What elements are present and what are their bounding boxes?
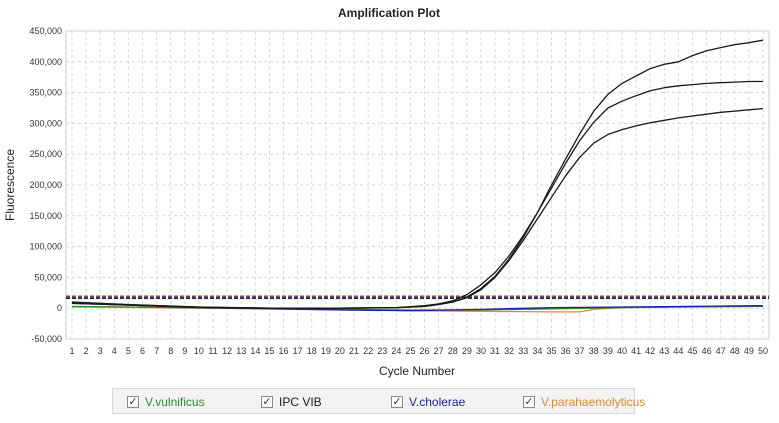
y-tick-label: 450,000 xyxy=(29,26,62,36)
x-tick-label: 16 xyxy=(279,346,289,356)
chart-title: Amplification Plot xyxy=(338,6,440,20)
legend-label: IPC VIB xyxy=(279,395,322,409)
x-tick-label: 4 xyxy=(112,346,117,356)
x-tick-label: 7 xyxy=(154,346,159,356)
threshold-lines xyxy=(66,295,769,299)
y-tick-label: 250,000 xyxy=(29,149,62,159)
check-icon: ✓ xyxy=(392,395,402,408)
y-tick-label: 200,000 xyxy=(29,180,62,190)
x-tick-label: 48 xyxy=(730,346,740,356)
y-tick-label: 0 xyxy=(57,303,62,313)
x-tick-label: 42 xyxy=(645,346,655,356)
x-tick-label: 24 xyxy=(391,346,401,356)
checkbox-v-parahaemolyticus[interactable]: ✓ xyxy=(523,396,535,408)
axis-labels: -50,000 0 50,000 100,000 150,000 200,000 250,0… xyxy=(29,26,768,356)
x-tick-label: 20 xyxy=(335,346,345,356)
x-tick-label: 50 xyxy=(758,346,768,356)
legend-item-v-vulnificus[interactable]: ✓ V.vulnificus xyxy=(127,393,205,411)
x-tick-label: 13 xyxy=(236,346,246,356)
x-tick-label: 10 xyxy=(194,346,204,356)
y-tick-label: 350,000 xyxy=(29,88,62,98)
x-tick-label: 35 xyxy=(546,346,556,356)
x-tick-label: 17 xyxy=(293,346,303,356)
x-tick-label: 36 xyxy=(561,346,571,356)
x-tick-label: 28 xyxy=(448,346,458,356)
x-tick-label: 29 xyxy=(462,346,472,356)
x-tick-label: 47 xyxy=(716,346,726,356)
series-layer xyxy=(71,39,764,313)
x-tick-label: 45 xyxy=(687,346,697,356)
y-tick-label: 300,000 xyxy=(29,118,62,128)
x-tick-label: 40 xyxy=(617,346,627,356)
x-tick-label: 3 xyxy=(98,346,103,356)
check-icon: ✓ xyxy=(128,395,138,408)
legend-item-v-cholerae[interactable]: ✓ V.cholerae xyxy=(391,393,465,411)
x-tick-label: 18 xyxy=(307,346,317,356)
y-tick-label: -50,000 xyxy=(31,334,62,344)
x-tick-label: 15 xyxy=(264,346,274,356)
checkbox-v-cholerae[interactable]: ✓ xyxy=(391,396,403,408)
x-tick-label: 26 xyxy=(420,346,430,356)
x-tick-label: 44 xyxy=(673,346,683,356)
x-tick-label: 39 xyxy=(603,346,613,356)
x-tick-label: 6 xyxy=(140,346,145,356)
x-tick-label: 43 xyxy=(659,346,669,356)
x-tick-label: 19 xyxy=(321,346,331,356)
plot-area xyxy=(65,30,770,340)
x-tick-label: 37 xyxy=(575,346,585,356)
x-tick-label: 2 xyxy=(84,346,89,356)
y-tick-label: 100,000 xyxy=(29,242,62,252)
x-tick-label: 14 xyxy=(250,346,260,356)
x-tick-label: 12 xyxy=(222,346,232,356)
x-tick-label: 41 xyxy=(631,346,641,356)
x-tick-label: 27 xyxy=(434,346,444,356)
checkbox-v-vulnificus[interactable]: ✓ xyxy=(127,396,139,408)
legend: ✓ V.vulnificus ✓ IPC VIB ✓ V.cholerae ✓ … xyxy=(112,388,645,414)
x-tick-label: 22 xyxy=(363,346,373,356)
y-tick-label: 150,000 xyxy=(29,211,62,221)
x-tick-label: 30 xyxy=(476,346,486,356)
x-tick-label: 23 xyxy=(377,346,387,356)
x-tick-label: 21 xyxy=(349,346,359,356)
x-tick-label: 25 xyxy=(405,346,415,356)
x-tick-label: 38 xyxy=(589,346,599,356)
x-tick-label: 46 xyxy=(702,346,712,356)
x-tick-label: 1 xyxy=(69,346,74,356)
x-tick-label: 11 xyxy=(208,346,217,356)
x-tick-label: 34 xyxy=(532,346,542,356)
legend-label: V.vulnificus xyxy=(145,395,205,409)
x-axis-label: Cycle Number xyxy=(379,364,455,378)
y-axis-label: Fluorescence xyxy=(3,149,17,221)
x-tick-label: 49 xyxy=(744,346,754,356)
legend-item-v-parahaemolyticus[interactable]: ✓ V.parahaemolyticus xyxy=(523,393,645,411)
x-tick-label: 31 xyxy=(490,346,500,356)
x-tick-label: 32 xyxy=(504,346,514,356)
check-icon: ✓ xyxy=(524,395,534,408)
y-tick-label: 50,000 xyxy=(34,272,62,282)
x-tick-label: 33 xyxy=(518,346,528,356)
check-icon: ✓ xyxy=(262,395,272,408)
legend-item-ipc-vib[interactable]: ✓ IPC VIB xyxy=(261,393,322,411)
legend-label: V.parahaemolyticus xyxy=(541,395,646,409)
x-tick-label: 8 xyxy=(168,346,173,356)
legend-label: V.cholerae xyxy=(409,395,466,409)
checkbox-ipc-vib[interactable]: ✓ xyxy=(261,396,273,408)
y-tick-label: 400,000 xyxy=(29,57,62,67)
series-line-ipc-vib-5 xyxy=(71,107,764,309)
x-tick-label: 5 xyxy=(126,346,131,356)
x-tick-label: 9 xyxy=(182,346,187,356)
